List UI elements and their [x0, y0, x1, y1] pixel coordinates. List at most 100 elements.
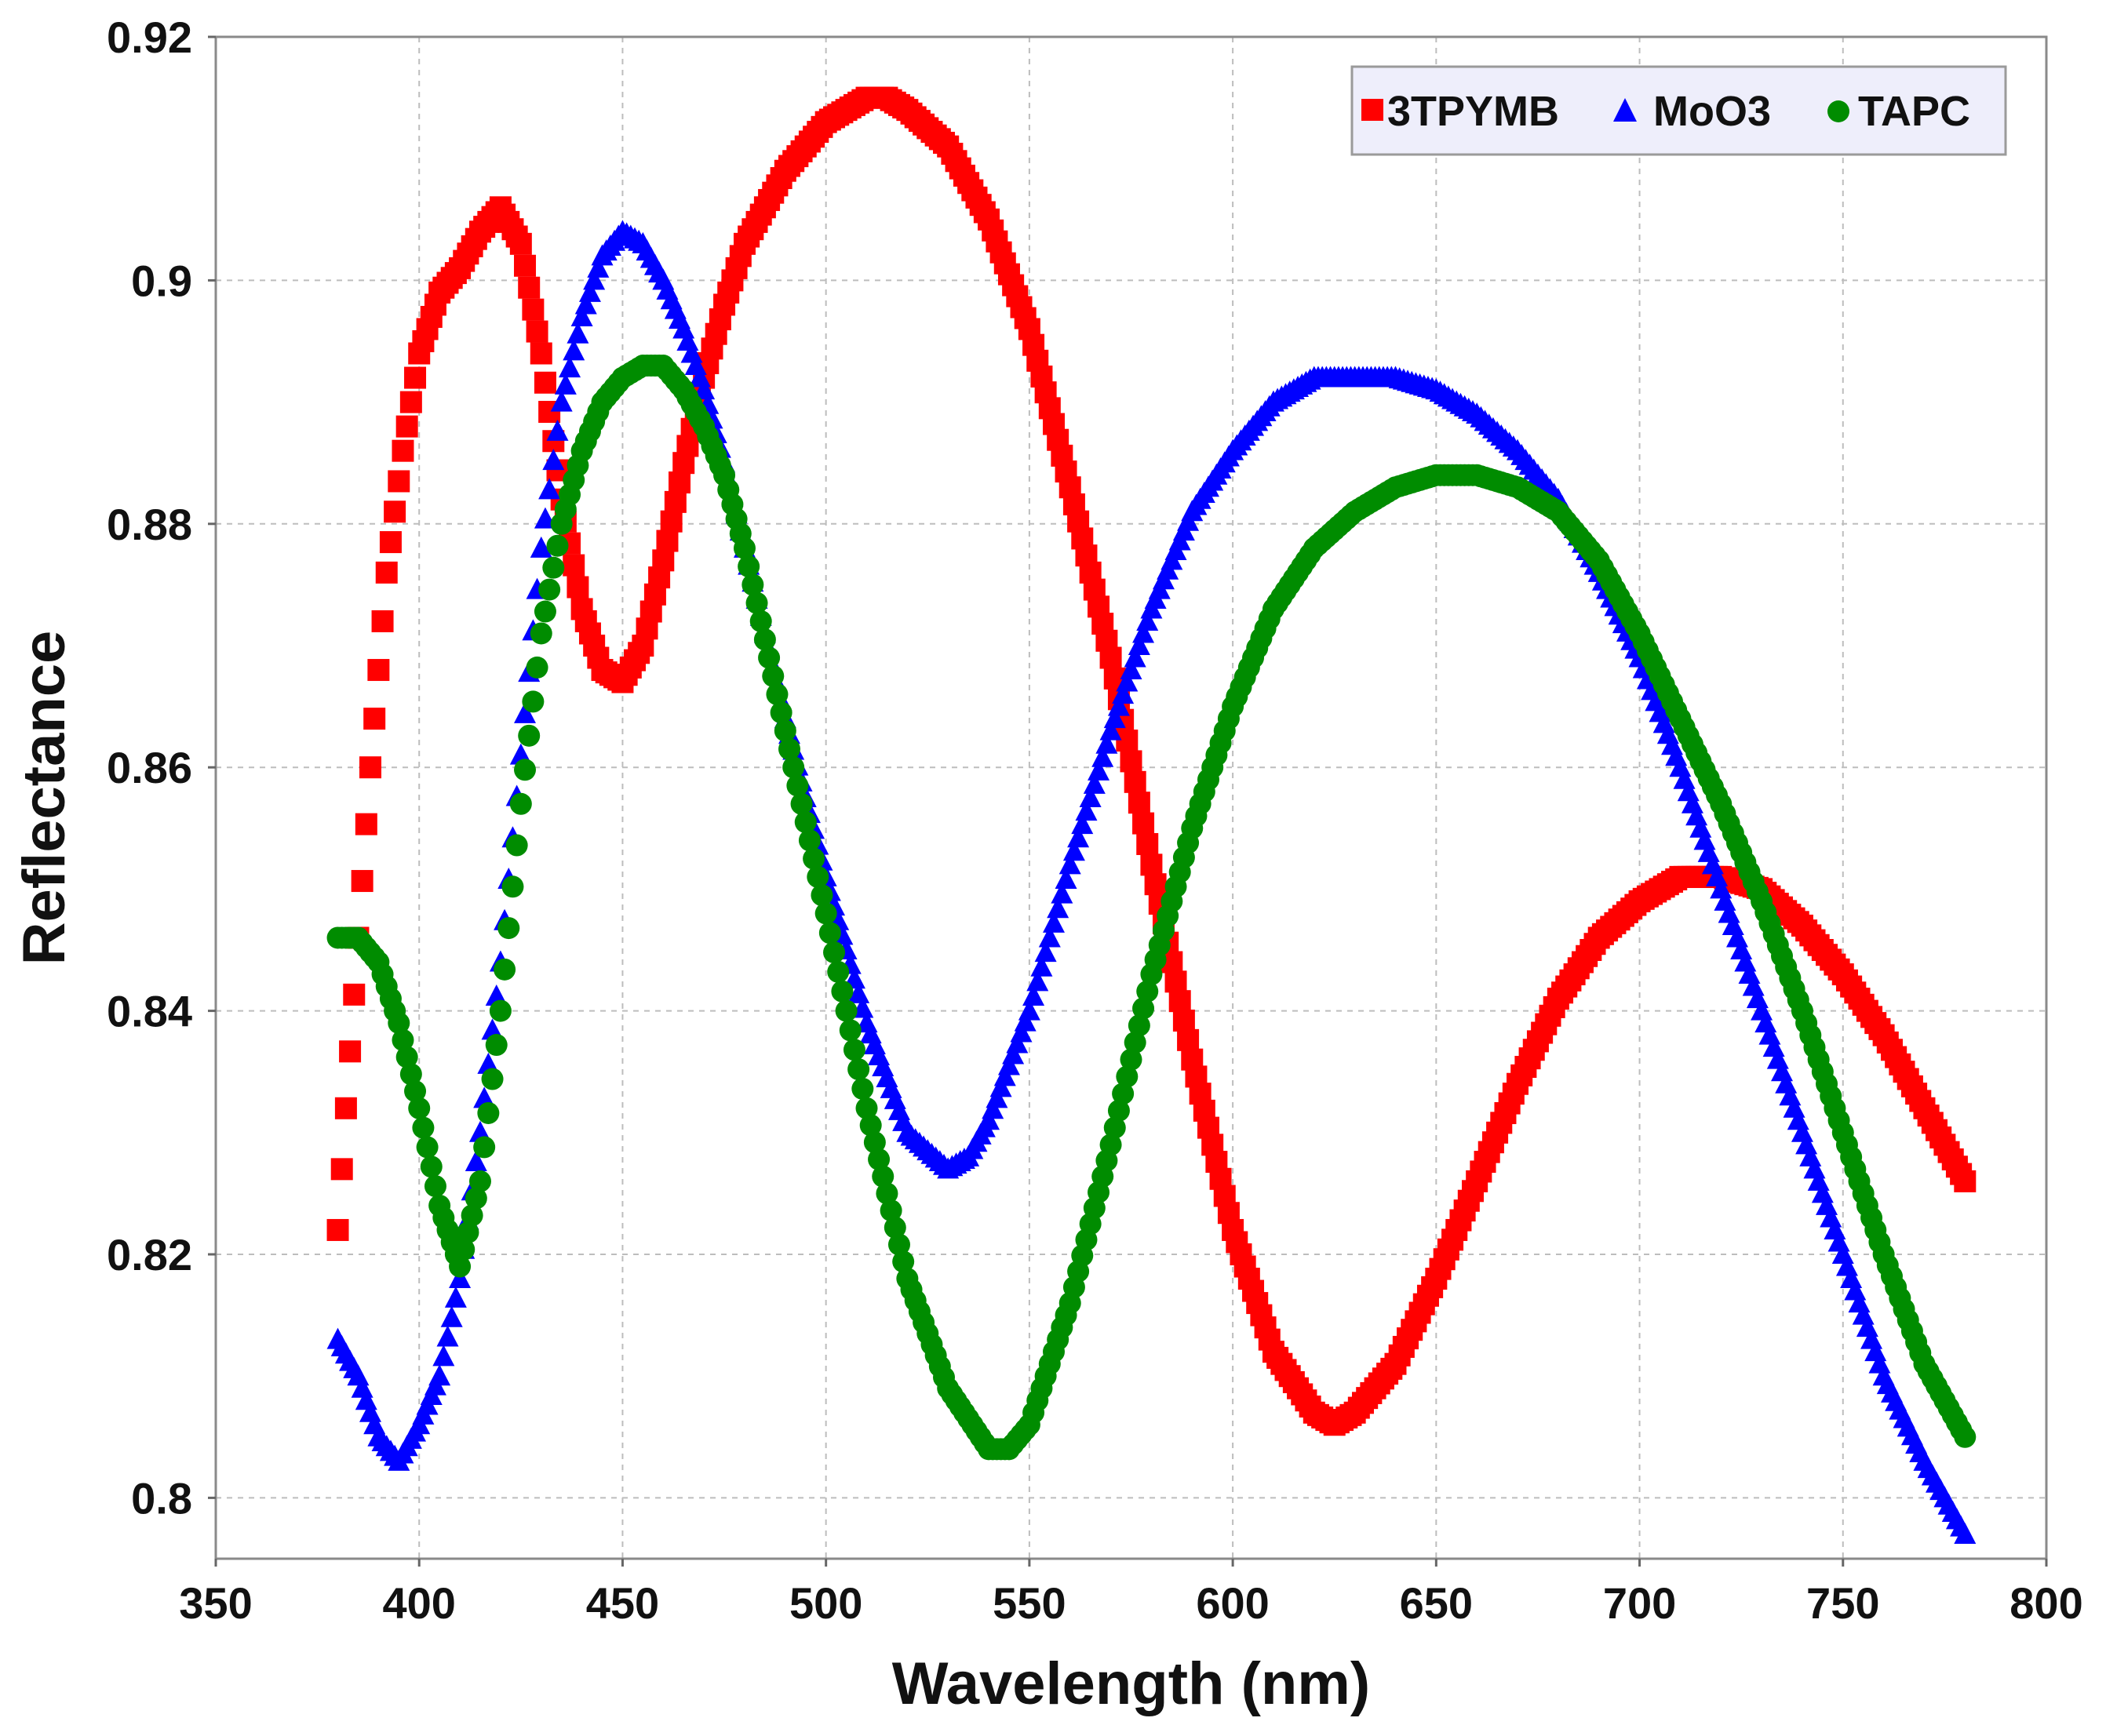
point-tapc: [494, 958, 516, 981]
point-tapc: [823, 941, 846, 964]
point-3tpymb: [1099, 646, 1122, 669]
point-tapc: [827, 960, 850, 983]
point-tapc: [485, 1034, 508, 1057]
point-moo3: [1091, 745, 1114, 767]
point-tapc: [1099, 1134, 1122, 1156]
point-3tpymb: [359, 756, 382, 779]
point-3tpymb: [379, 531, 402, 554]
point-moo3: [1018, 999, 1040, 1021]
point-3tpymb: [518, 276, 541, 299]
point-3tpymb: [1128, 792, 1150, 814]
point-tapc: [412, 1116, 435, 1139]
point-3tpymb: [330, 1158, 353, 1181]
point-3tpymb: [326, 1218, 349, 1241]
point-tapc: [518, 724, 541, 747]
point-tapc: [887, 1233, 910, 1256]
point-tapc: [481, 1068, 504, 1090]
point-tapc: [843, 1039, 865, 1061]
point-moo3: [554, 373, 577, 395]
point-tapc: [542, 556, 565, 579]
point-moo3: [1103, 707, 1126, 729]
point-moo3: [574, 293, 597, 315]
y-tick-label: 0.82: [107, 1230, 192, 1279]
point-tapc: [505, 834, 528, 857]
point-moo3: [550, 390, 573, 412]
point-3tpymb: [1116, 730, 1139, 752]
x-tick-label: 400: [383, 1578, 456, 1628]
point-tapc: [404, 1080, 427, 1103]
point-3tpymb: [399, 391, 422, 413]
point-moo3: [465, 1150, 487, 1172]
point-tapc: [847, 1058, 870, 1081]
point-3tpymb: [1168, 990, 1191, 1013]
point-3tpymb: [656, 530, 679, 552]
point-moo3: [1067, 826, 1090, 848]
data-series: [326, 86, 1977, 1544]
point-tapc: [473, 1136, 496, 1159]
point-tapc: [876, 1182, 898, 1205]
point-3tpymb: [1132, 812, 1155, 835]
point-3tpymb: [563, 554, 585, 577]
point-moo3: [1014, 1010, 1037, 1032]
point-tapc: [745, 591, 768, 614]
point-tapc: [461, 1204, 483, 1227]
point-3tpymb: [395, 415, 418, 438]
point-moo3: [1022, 984, 1045, 1006]
point-tapc: [803, 847, 825, 870]
point-moo3: [1132, 621, 1155, 643]
point-3tpymb: [1177, 1028, 1200, 1051]
point-3tpymb: [392, 439, 414, 462]
point-tapc: [526, 656, 548, 679]
point-3tpymb: [1164, 970, 1187, 993]
point-tapc: [790, 792, 813, 815]
point-3tpymb: [371, 610, 394, 632]
x-tick-label: 500: [789, 1578, 862, 1628]
point-3tpymb: [339, 1040, 362, 1063]
point-moo3: [1042, 911, 1065, 933]
point-tapc: [1132, 997, 1155, 1020]
point-moo3: [1071, 813, 1094, 835]
point-moo3: [989, 1075, 1012, 1097]
axis-ticks: 350 400 450 500 550 600 650 700 750 800 0.8 0.82 0.8…: [107, 13, 2083, 1628]
y-tick-label: 0.8: [131, 1473, 192, 1523]
legend-box: [1350, 65, 2007, 156]
legend-marker-moo3: [1613, 98, 1637, 122]
point-moo3: [444, 1286, 467, 1308]
point-tapc: [538, 578, 561, 601]
point-tapc: [468, 1170, 491, 1192]
point-moo3: [1954, 1522, 1977, 1544]
point-3tpymb: [534, 371, 556, 394]
y-axis-title: Reflectance: [11, 631, 78, 966]
point-3tpymb: [660, 510, 683, 533]
point-tapc: [753, 628, 776, 651]
point-3tpymb: [1954, 1170, 1977, 1192]
point-moo3: [978, 1108, 1000, 1130]
point-moo3: [1099, 719, 1122, 741]
point-tapc: [794, 811, 817, 834]
point-tapc: [766, 683, 789, 706]
point-moo3: [530, 536, 552, 558]
point-tapc: [522, 690, 545, 713]
point-moo3: [997, 1054, 1020, 1075]
x-tick-label: 350: [179, 1578, 252, 1628]
point-moo3: [449, 1267, 472, 1289]
point-moo3: [1047, 897, 1069, 919]
point-moo3: [1034, 941, 1057, 963]
point-moo3: [1002, 1043, 1025, 1065]
point-3tpymb: [355, 813, 377, 835]
point-3tpymb: [375, 561, 398, 584]
point-tapc: [465, 1187, 487, 1210]
point-moo3: [1083, 772, 1106, 794]
point-moo3: [693, 378, 716, 400]
point-tapc: [814, 902, 837, 925]
x-axis-title: Wavelength (nm): [892, 1650, 1370, 1717]
point-moo3: [1128, 634, 1150, 655]
point-3tpymb: [1120, 750, 1142, 773]
point-tapc: [855, 1097, 878, 1119]
point-tapc: [457, 1221, 479, 1244]
legend-marker-3tpymb: [1361, 99, 1383, 121]
point-tapc: [399, 1063, 422, 1086]
point-tapc: [831, 980, 854, 1003]
point-moo3: [1055, 867, 1077, 889]
series-moo3: [326, 220, 1977, 1544]
